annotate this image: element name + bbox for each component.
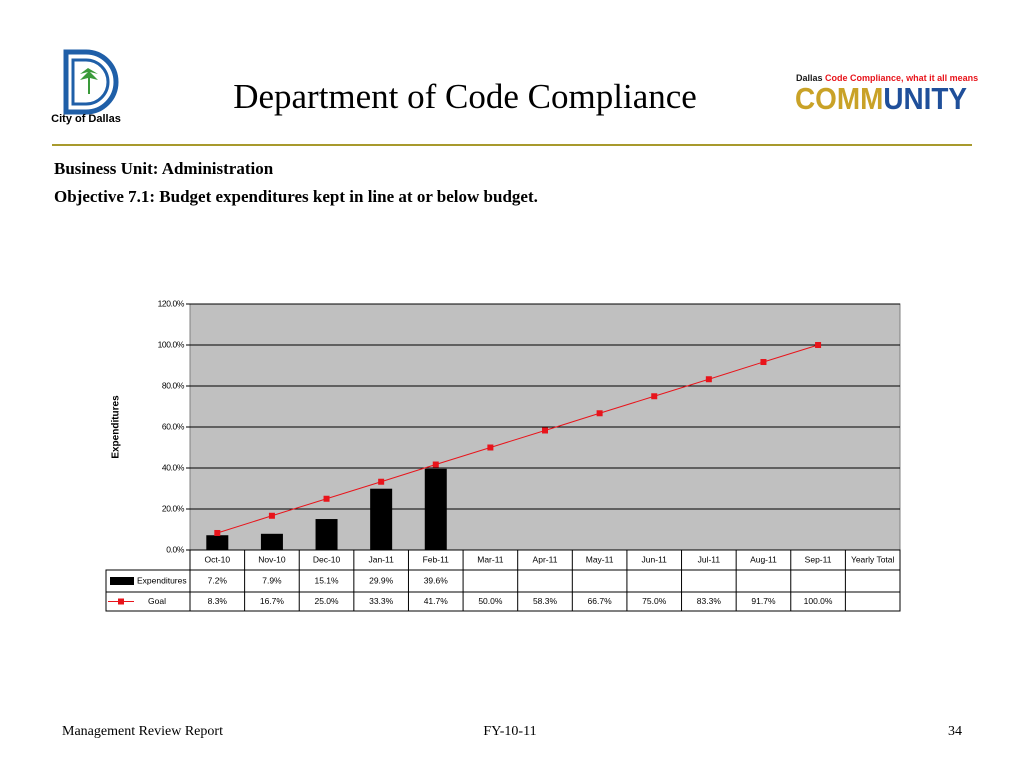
goal-marker [214,529,221,536]
bar [206,535,229,550]
goal-marker [705,376,712,383]
business-unit: Business Unit: Administration [54,159,274,178]
goal-marker [760,359,767,366]
goal-marker [487,444,494,451]
bar [315,519,338,550]
tagline-part: what it all means [905,73,978,83]
city-logo [63,49,119,115]
y-tick-label: 80.0% [162,380,185,390]
x-tick-label: Yearly Total [851,554,895,564]
y-tick-label: 100.0% [158,339,185,349]
goal-marker [268,512,275,519]
community-logo: COMMUNITY [795,81,967,116]
table-value: 25.0% [314,596,339,606]
table-value: 33.3% [369,596,394,606]
table-value: 100.0% [804,596,833,606]
goal-marker [596,410,603,417]
x-tick-label: May-11 [586,554,614,564]
bar [370,488,393,550]
tagline: Dallas Code Compliance, what it all mean… [796,73,978,83]
legend-label: Expenditures [137,575,187,585]
legend-swatch [110,577,134,585]
goal-marker [815,342,822,348]
x-tick-label: Sep-11 [805,554,832,564]
x-tick-label: Mar-11 [477,554,504,564]
x-tick-label: Feb-11 [423,554,450,564]
x-tick-label: Jul-11 [698,554,721,564]
y-tick-label: 60.0% [162,421,185,431]
tagline-part: Code Compliance, [825,73,904,83]
table-value: 58.3% [533,596,558,606]
logo-word-part: UNITY [883,81,967,116]
x-tick-label: Nov-10 [258,554,286,564]
x-tick-label: Jan-11 [368,554,394,564]
legend-label: Goal [148,596,166,606]
slide-title: Department of Code Compliance [233,77,697,116]
goal-marker [542,427,548,434]
x-tick-label: Aug-11 [750,554,777,564]
tagline-part: Dallas [796,73,823,83]
table-value: 91.7% [751,596,776,606]
goal-marker [323,495,330,502]
table-value: 66.7% [588,596,613,606]
x-tick-label: Jun-11 [642,554,668,564]
goal-marker [378,478,385,485]
footer-left: Management Review Report [62,724,223,739]
table-value: 41.7% [424,596,449,606]
y-axis-label: Expenditures [111,395,122,459]
chart: 0.0% 20.0% 40.0% 60.0% 80.0% 100.0% 120.0% Expe… [105,298,901,612]
logo-caption: City of Dallas [51,113,121,125]
table-value: 83.3% [697,596,722,606]
bar [260,533,283,550]
legend-marker [118,598,124,605]
logo-word-part: COMM [795,81,883,116]
bar [424,468,447,550]
table-value: 16.7% [260,596,285,606]
page-number: 34 [948,724,962,739]
y-tick-label: 0.0% [166,544,185,554]
x-tick-label: Dec-10 [313,554,341,564]
y-tick-label: 20.0% [162,503,185,513]
table-value: 75.0% [642,596,667,606]
table-value: 39.6% [424,575,449,585]
x-tick-label: Apr-11 [533,554,558,564]
goal-line [217,344,819,534]
objective: Objective 7.1: Budget expenditures kept … [54,187,538,206]
footer-center: FY-10-11 [483,724,536,739]
goal-marker [651,393,658,400]
table-value: 15.1% [314,575,339,585]
table-value: 7.9% [262,575,282,585]
goal-marker [432,461,439,468]
table-value: 29.9% [369,575,394,585]
table-value: 50.0% [478,596,503,606]
table-value: 8.3% [208,596,228,606]
x-tick-label: Oct-10 [205,554,231,564]
y-tick-label: 40.0% [162,462,185,472]
table-value: 7.2% [208,575,228,585]
y-tick-label: 120.0% [158,298,185,308]
